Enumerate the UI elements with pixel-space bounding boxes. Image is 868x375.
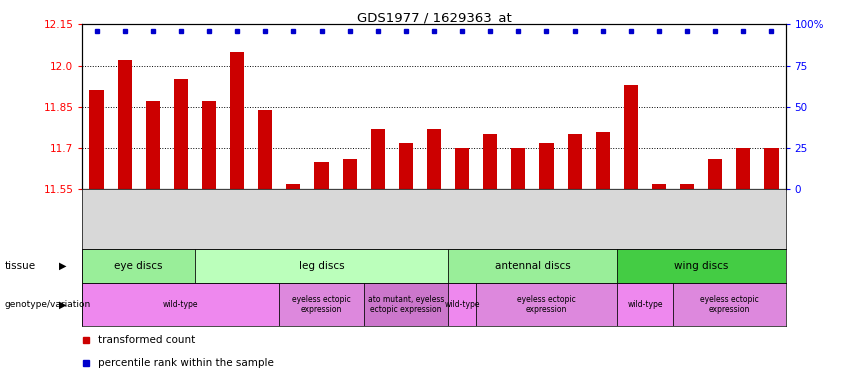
Bar — [279, 283, 364, 326]
Bar — [652, 184, 666, 189]
Bar — [765, 148, 779, 189]
Bar — [595, 132, 609, 189]
Bar — [118, 60, 132, 189]
Text: genotype/variation: genotype/variation — [4, 300, 90, 309]
Bar — [624, 85, 638, 189]
Text: eye discs: eye discs — [115, 261, 163, 271]
Bar — [455, 148, 469, 189]
Text: ▶: ▶ — [59, 300, 66, 310]
Bar — [681, 184, 694, 189]
Text: wild-type: wild-type — [628, 300, 662, 309]
Text: ato mutant, eyeless
ectopic expression: ato mutant, eyeless ectopic expression — [368, 295, 444, 314]
Bar — [343, 159, 357, 189]
Text: wing discs: wing discs — [674, 261, 728, 271]
Bar — [259, 110, 273, 189]
Bar — [511, 148, 525, 189]
Text: percentile rank within the sample: percentile rank within the sample — [98, 358, 274, 368]
Bar — [89, 90, 103, 189]
Text: antennal discs: antennal discs — [495, 261, 570, 271]
Bar — [82, 283, 279, 326]
Bar — [371, 129, 385, 189]
Bar — [146, 101, 160, 189]
Text: wild-type: wild-type — [163, 300, 199, 309]
Text: ▶: ▶ — [59, 261, 66, 271]
Text: eyeless ectopic
expression: eyeless ectopic expression — [700, 295, 759, 314]
Text: tissue: tissue — [4, 261, 36, 271]
Bar — [477, 283, 617, 326]
Bar — [736, 148, 750, 189]
Text: wild-type: wild-type — [444, 300, 480, 309]
Text: leg discs: leg discs — [299, 261, 345, 271]
Bar — [202, 101, 216, 189]
Bar — [539, 142, 554, 189]
Title: GDS1977 / 1629363_at: GDS1977 / 1629363_at — [357, 11, 511, 24]
Bar — [286, 184, 300, 189]
Bar — [448, 283, 477, 326]
Text: transformed count: transformed count — [98, 335, 195, 345]
Text: eyeless ectopic
expression: eyeless ectopic expression — [517, 295, 575, 314]
Bar — [82, 249, 195, 283]
Bar — [314, 162, 328, 189]
Bar — [174, 80, 188, 189]
Bar — [483, 134, 497, 189]
Bar — [673, 283, 786, 326]
Text: eyeless ectopic
expression: eyeless ectopic expression — [293, 295, 351, 314]
Bar — [427, 129, 441, 189]
Bar — [617, 249, 786, 283]
Bar — [399, 142, 413, 189]
Bar — [448, 249, 617, 283]
Bar — [195, 249, 448, 283]
Bar — [617, 283, 673, 326]
Bar — [708, 159, 722, 189]
Bar — [230, 52, 244, 189]
Bar — [568, 134, 582, 189]
Bar — [364, 283, 448, 326]
